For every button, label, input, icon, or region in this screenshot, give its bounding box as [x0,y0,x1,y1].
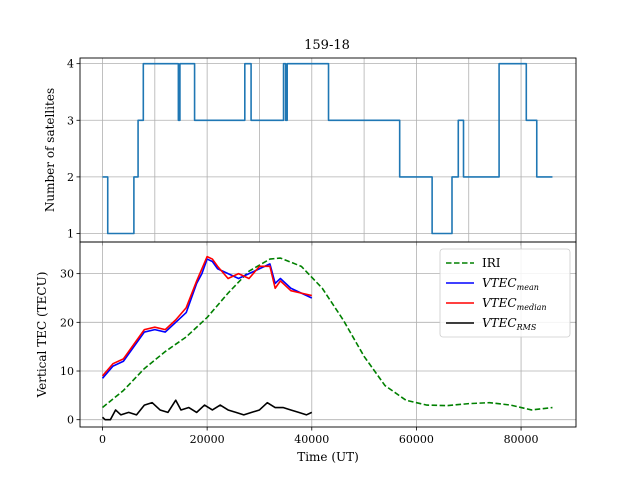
vtec-series-0 [101,257,553,411]
satellites-ylabel: Number of satellites [43,88,57,212]
legend-box [439,248,571,338]
satellites-axes: 1 2 3 4 Number of satellites [43,57,577,246]
vtec-ytick-label: 10 [60,365,74,378]
vtec-xtick-label: 60000 [399,433,434,446]
vtec-xtick-label: 80000 [504,433,539,446]
chart-title: 159-18 [304,38,350,53]
satellites-series-0 [102,62,553,235]
vtec-axes: 0 10 20 30 0 20000 40000 60000 80000 Vertical TEC… [35,241,577,464]
vtec-ytick-label: 20 [60,316,74,329]
vtec-ytick-label: 30 [60,268,74,281]
legend-label-0: IRI [482,256,501,270]
vtec-ylabel: Vertical TEC (TECU) [35,272,49,399]
satellites-ytick-label: 3 [67,114,74,127]
satellites-ytick-label: 2 [67,171,74,184]
vtec-xtick-label: 0 [99,433,106,446]
satellites-ytick-label: 4 [67,58,74,71]
vtec-series-1 [101,258,313,379]
vtec-xlabel: Time (UT) [297,450,359,464]
vtec-ytick-label: 0 [67,414,74,427]
vtec-xtick-label: 40000 [294,433,329,446]
satellites-ytick-label: 1 [67,228,74,241]
vtec-series-2 [101,255,312,377]
vtec-frame [79,241,577,428]
vtec-xtick-label: 20000 [190,433,225,446]
vtec-series-3 [101,399,313,421]
